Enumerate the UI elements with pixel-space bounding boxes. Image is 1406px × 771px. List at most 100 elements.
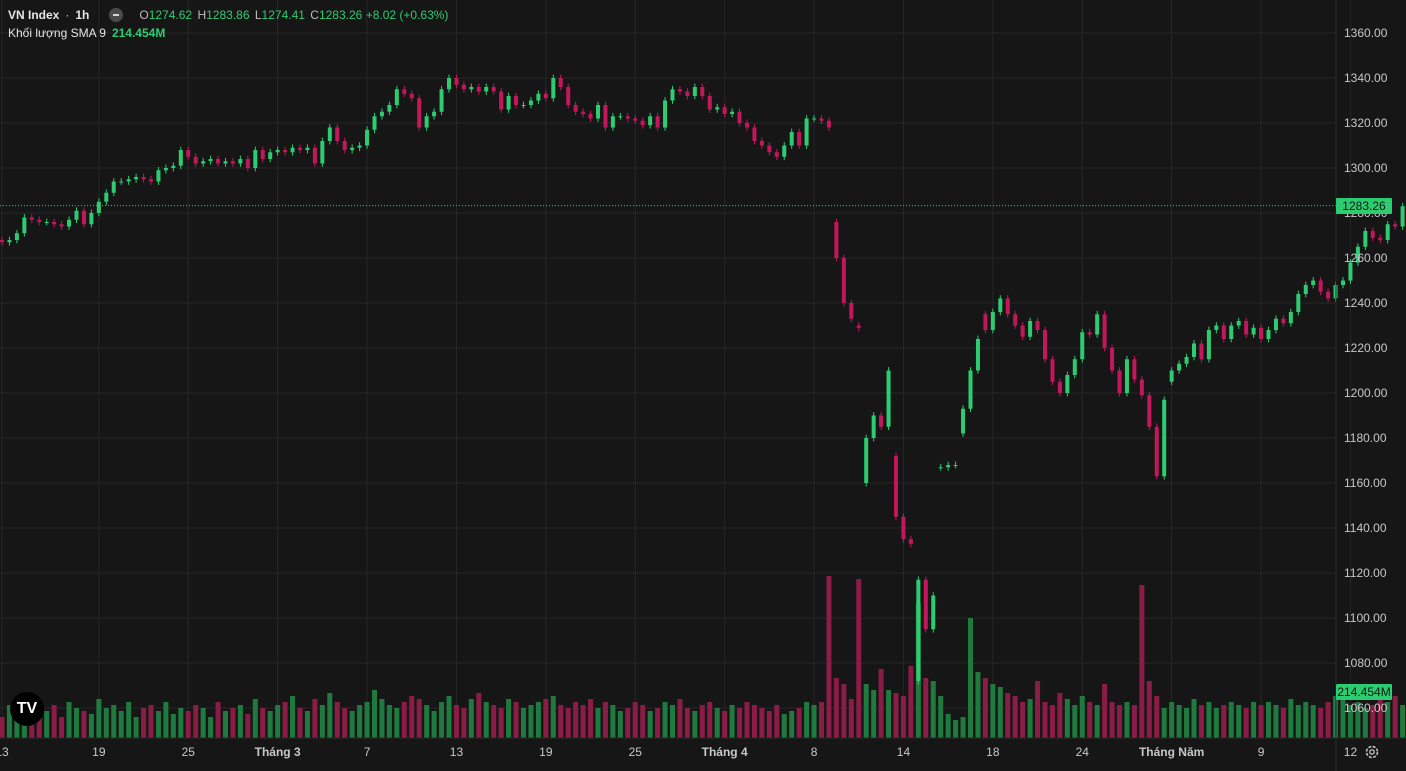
candle-body [1117, 370, 1122, 393]
candle-body [1035, 321, 1040, 330]
candle-body [208, 159, 213, 162]
volume-bar [923, 678, 929, 738]
y-tick-label: 1240.00 [1344, 296, 1388, 310]
volume-bar [826, 576, 832, 738]
close-value: 1283.26 [318, 8, 363, 22]
candle-body [81, 210, 86, 225]
candle-body [372, 116, 377, 130]
volume-bar [677, 699, 683, 738]
candle-body [894, 456, 898, 517]
candle-body [44, 222, 49, 223]
candle-body [96, 201, 101, 213]
candle-body [1087, 332, 1092, 335]
time-axis[interactable]: 13 19 25 Tháng 3 7 13 19 25 Tháng 4 8 14 18 24 Tháng … [0, 745, 1357, 759]
candle-body [983, 314, 988, 330]
volume-bar [1310, 705, 1316, 738]
candle-body [856, 325, 861, 328]
volume-bar [372, 690, 377, 738]
volume-bar [364, 702, 370, 738]
candle-body [849, 303, 854, 319]
candle-body [819, 118, 824, 121]
y-tick-label: 1340.00 [1344, 71, 1388, 85]
candle-body [268, 152, 273, 159]
volume-bar [304, 711, 310, 738]
candle-body [1139, 379, 1144, 396]
volume-bar [252, 699, 258, 738]
candle-body [782, 145, 787, 157]
high-value: 1283.86 [206, 8, 250, 22]
volume-bar [498, 708, 504, 738]
candle-body [1177, 363, 1182, 371]
volume-bar [1273, 705, 1279, 738]
volume-bar [424, 705, 430, 738]
chart-grid [0, 0, 1351, 738]
legend-separator: · [65, 8, 70, 22]
gear-icon[interactable] [1364, 744, 1380, 760]
volume-bar [260, 708, 266, 738]
symbol-name[interactable]: VN Index [8, 8, 60, 22]
y-tick-label: 1360.00 [1344, 26, 1388, 40]
volume-bar [468, 699, 474, 738]
candle-body [89, 213, 94, 225]
volume-bar [997, 687, 1003, 738]
candle-body [1110, 348, 1115, 371]
x-tick-label: Tháng Năm [1139, 745, 1204, 759]
candle-body [990, 312, 995, 330]
volume-bar [1169, 702, 1175, 738]
candle-body [1043, 330, 1047, 360]
x-tick-label: 24 [1076, 745, 1090, 759]
price-axis[interactable]: 1360.001340.001320.001300.001280.001260.… [1344, 26, 1388, 715]
candle-body [245, 159, 250, 168]
volume-bar [1079, 696, 1085, 738]
volume-bar [640, 705, 646, 738]
volume-bar [975, 672, 981, 738]
candle-body [156, 170, 161, 182]
volume-bar [275, 705, 281, 738]
candle-body [409, 93, 414, 99]
candle-body [260, 150, 265, 159]
candle-body [1326, 291, 1331, 299]
volume-bar [1176, 705, 1182, 738]
candle-body [320, 141, 325, 164]
volume-bar [908, 666, 914, 738]
volume-bar [1362, 708, 1368, 738]
candle-body [424, 116, 429, 128]
volume-indicator-label[interactable]: Khối lượng SMA 9 [8, 26, 106, 40]
volume-bar [334, 702, 340, 738]
volume-bar [1377, 699, 1383, 738]
interval-label[interactable]: 1h [75, 8, 90, 22]
volume-bar [223, 711, 228, 738]
candle-body [1154, 426, 1159, 477]
volume-bar [1020, 702, 1026, 738]
volume-bar [513, 702, 519, 738]
volume-bar [96, 699, 102, 738]
candle-body [67, 219, 72, 227]
candle-body [1184, 357, 1189, 364]
candle-body [178, 150, 183, 166]
volume-legend-row: Khối lượng SMA 9 214.454M [8, 24, 448, 42]
candle-body [1013, 314, 1018, 326]
volume-bar [36, 708, 42, 738]
candle-body [1057, 381, 1062, 393]
candle-body [476, 87, 481, 92]
volume-bar [1146, 681, 1152, 738]
volume-bar [1213, 708, 1219, 738]
volume-bar [6, 705, 12, 738]
candle-body [1192, 343, 1196, 357]
candle-body [193, 156, 198, 164]
candle-body [1169, 370, 1174, 382]
volume-bar [871, 690, 877, 738]
volume-bar [886, 690, 892, 738]
volume-bars [0, 576, 1406, 738]
candle-body [104, 192, 109, 202]
volume-bar [543, 699, 549, 738]
volume-bar [878, 669, 884, 738]
tradingview-logo[interactable]: TV [10, 692, 44, 726]
candle-body [938, 467, 943, 469]
volume-bar [416, 699, 422, 738]
volume-bar [126, 702, 132, 738]
volume-bar [1318, 708, 1324, 738]
collapse-button[interactable] [109, 8, 124, 22]
candle-body [1050, 359, 1055, 382]
